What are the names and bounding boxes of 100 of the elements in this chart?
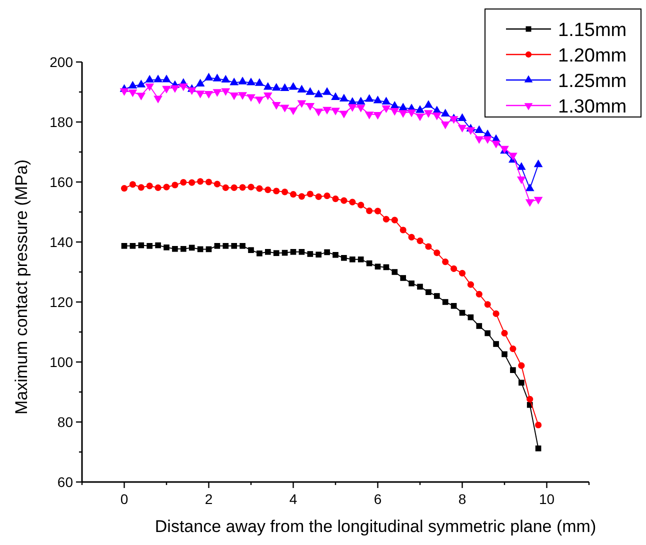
point	[331, 108, 340, 116]
point	[358, 256, 364, 262]
point	[146, 182, 153, 190]
y-tick-label: 80	[57, 414, 74, 430]
point	[458, 113, 467, 121]
point	[502, 351, 508, 358]
point	[331, 92, 340, 100]
point	[424, 100, 433, 108]
point	[424, 110, 433, 118]
point	[120, 88, 129, 96]
point	[315, 193, 322, 200]
point	[128, 89, 138, 98]
point	[222, 242, 229, 249]
point	[263, 82, 272, 90]
point	[214, 180, 220, 188]
point	[272, 82, 281, 91]
point	[273, 250, 280, 256]
point	[508, 152, 518, 160]
point	[314, 90, 324, 98]
point	[205, 178, 212, 186]
point	[263, 92, 272, 100]
point	[408, 234, 415, 240]
point	[356, 104, 366, 112]
point	[178, 83, 188, 92]
point	[341, 254, 347, 261]
point	[154, 96, 162, 104]
legend-label: 1.25mm	[558, 71, 627, 92]
point	[340, 110, 348, 118]
point	[230, 92, 239, 100]
point	[416, 238, 424, 244]
point	[238, 76, 247, 84]
point	[138, 184, 144, 191]
point	[280, 104, 290, 112]
point	[364, 94, 374, 102]
point	[264, 248, 271, 255]
point	[348, 104, 357, 112]
point	[288, 107, 298, 116]
point	[306, 102, 315, 111]
point	[256, 250, 262, 256]
point	[154, 74, 162, 82]
point	[516, 176, 526, 184]
point	[492, 140, 500, 148]
point	[493, 341, 499, 347]
point	[340, 94, 348, 102]
point	[248, 184, 254, 190]
point	[332, 196, 339, 202]
point	[518, 380, 524, 386]
point	[535, 445, 542, 452]
point	[400, 226, 406, 234]
point	[474, 136, 484, 144]
point	[222, 184, 229, 191]
point	[197, 178, 204, 185]
point	[356, 96, 366, 104]
point	[332, 252, 338, 258]
y-tick-label: 200	[50, 54, 74, 70]
point	[392, 269, 398, 275]
point	[366, 208, 373, 214]
point	[322, 106, 332, 115]
x-tick-label: 8	[458, 491, 466, 507]
point	[442, 299, 448, 305]
point	[434, 293, 440, 299]
point	[525, 199, 534, 207]
y-tick-label: 100	[50, 354, 74, 370]
point	[483, 136, 492, 144]
point	[255, 96, 264, 104]
point	[434, 250, 440, 256]
point	[290, 191, 297, 198]
point	[172, 182, 178, 188]
point	[256, 185, 263, 192]
point	[145, 83, 154, 92]
point	[180, 246, 186, 252]
point	[426, 289, 432, 296]
point	[240, 242, 246, 249]
point	[510, 367, 516, 374]
point	[196, 90, 205, 98]
point	[164, 244, 170, 250]
point	[188, 244, 195, 251]
point	[432, 112, 442, 120]
point	[212, 74, 222, 82]
point	[204, 72, 214, 80]
x-tick-label: 4	[289, 491, 298, 507]
point	[374, 208, 382, 214]
point	[458, 124, 467, 133]
point	[136, 92, 146, 100]
point	[297, 100, 306, 108]
point	[248, 247, 254, 254]
point	[162, 86, 171, 94]
point	[298, 193, 305, 200]
point	[440, 122, 450, 130]
y-tick-label: 60	[57, 474, 74, 490]
legend-label: 1.15mm	[558, 20, 627, 41]
point	[246, 94, 256, 102]
point	[373, 112, 382, 120]
point	[476, 323, 482, 329]
x-axis-title: Distance away from the longitudinal symmetric plane (mm)	[154, 517, 596, 536]
legend-label: 1.20mm	[558, 46, 627, 66]
point	[425, 243, 432, 250]
point	[212, 89, 222, 97]
point	[324, 192, 330, 200]
point	[407, 110, 416, 118]
